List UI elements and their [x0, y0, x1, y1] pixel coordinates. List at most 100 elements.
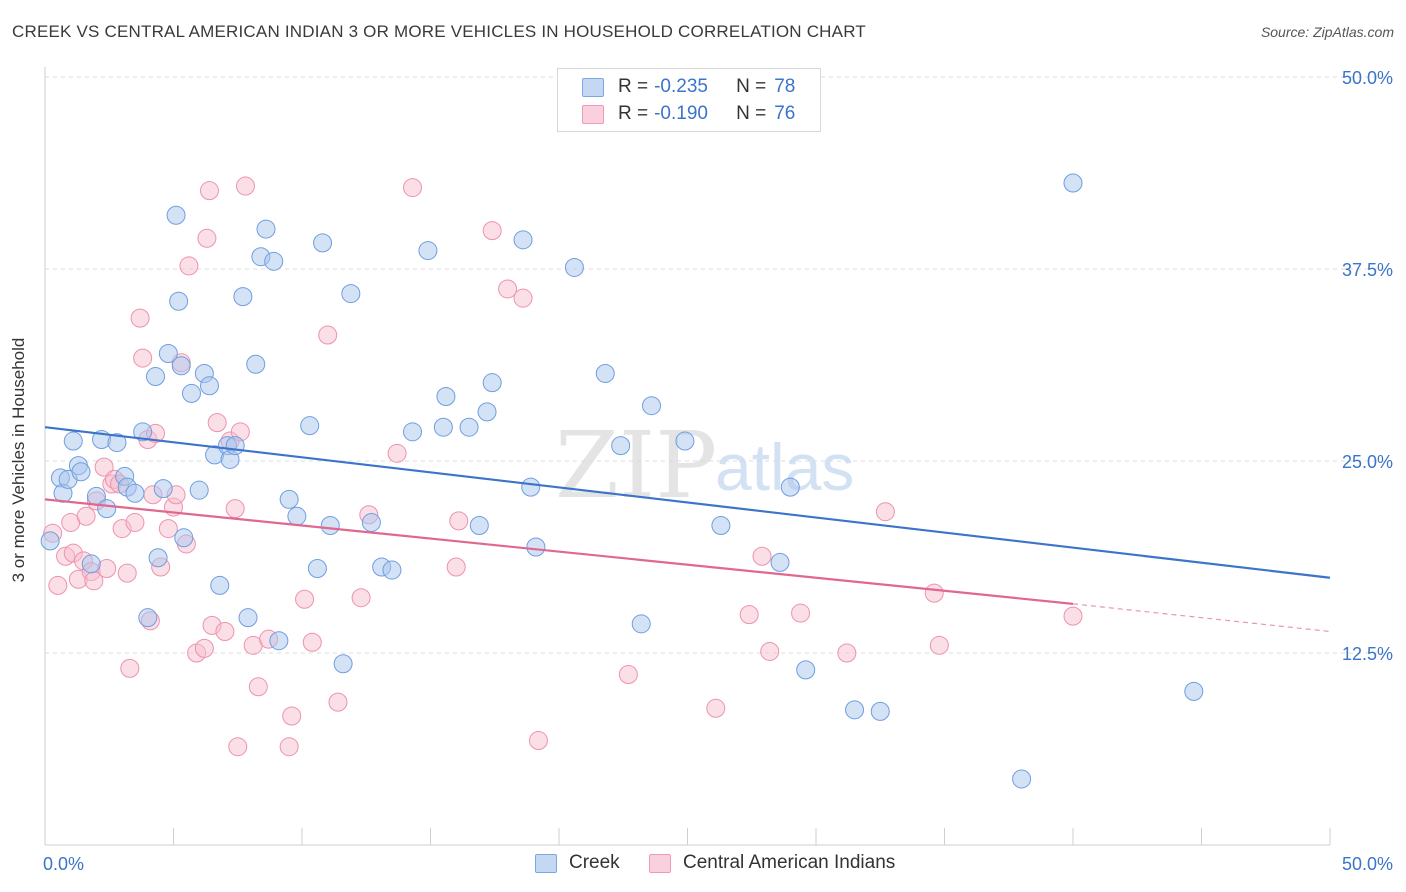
point-central-american-indians	[125, 512, 145, 532]
point-central-american-indians	[791, 603, 811, 623]
point-creek	[287, 506, 307, 526]
point-creek	[225, 436, 245, 456]
point-creek	[361, 512, 381, 532]
n-label: N =	[736, 76, 767, 97]
point-creek	[526, 537, 546, 557]
point-creek	[870, 701, 890, 721]
x-tick-label: 0.0%	[43, 854, 84, 874]
point-creek	[171, 356, 191, 376]
point-creek	[138, 608, 158, 628]
creek-swatch	[582, 77, 604, 97]
legend-item-creek[interactable]: Creek	[535, 852, 620, 874]
r-value: -0.235	[654, 76, 708, 97]
point-central-american-indians	[120, 658, 140, 678]
n-value: 78	[774, 76, 796, 97]
point-central-american-indians	[94, 457, 114, 477]
point-creek	[333, 654, 353, 674]
point-creek	[279, 489, 299, 509]
point-creek	[238, 608, 258, 628]
point-creek	[40, 531, 60, 551]
point-creek	[269, 631, 289, 651]
point-central-american-indians	[228, 737, 248, 757]
point-central-american-indians	[528, 731, 548, 751]
point-creek	[166, 205, 186, 225]
point-central-american-indians	[199, 181, 219, 201]
point-creek	[403, 422, 423, 442]
point-creek	[181, 383, 201, 403]
point-creek	[1184, 681, 1204, 701]
point-creek	[513, 230, 533, 250]
watermark-zip: ZIP	[555, 412, 717, 519]
cai-swatch	[649, 853, 671, 873]
point-creek	[264, 251, 284, 271]
legend-label-creek: Creek	[569, 852, 620, 873]
point-central-american-indians	[235, 176, 255, 196]
point-central-american-indians	[279, 737, 299, 757]
trend-central-american-indians-extension	[1072, 603, 1331, 633]
point-central-american-indians	[449, 511, 469, 531]
x-tick-label: 50.0%	[1342, 854, 1393, 874]
point-creek	[1012, 769, 1032, 789]
point-central-american-indians	[133, 348, 153, 368]
trend-creek	[44, 426, 1331, 579]
legend-row-cai: R = -0.190 N = 76	[582, 102, 795, 126]
point-creek	[81, 554, 101, 574]
point-creek	[482, 373, 502, 393]
point-central-american-indians	[446, 557, 466, 577]
point-central-american-indians	[498, 279, 518, 299]
point-creek	[71, 462, 91, 482]
point-creek	[233, 287, 253, 307]
point-central-american-indians	[282, 706, 302, 726]
point-central-american-indians	[302, 632, 322, 652]
point-central-american-indians	[739, 605, 759, 625]
point-creek	[146, 367, 166, 387]
point-creek	[320, 516, 340, 536]
point-creek	[675, 431, 695, 451]
trend-central-american-indians	[44, 498, 1074, 605]
point-creek	[564, 257, 584, 277]
point-creek	[477, 402, 497, 422]
point-central-american-indians	[248, 677, 268, 697]
point-creek	[631, 614, 651, 634]
point-creek	[174, 528, 194, 548]
point-central-american-indians	[194, 638, 214, 658]
point-central-american-indians	[207, 413, 227, 433]
point-creek	[158, 343, 178, 363]
point-creek	[711, 516, 731, 536]
point-central-american-indians	[179, 256, 199, 276]
point-central-american-indians	[197, 228, 217, 248]
point-central-american-indians	[318, 325, 338, 345]
point-creek	[97, 499, 117, 519]
point-creek	[796, 660, 816, 680]
point-creek	[300, 416, 320, 436]
point-creek	[382, 560, 402, 580]
point-central-american-indians	[117, 563, 137, 583]
point-central-american-indians	[706, 698, 726, 718]
n-value: 76	[774, 103, 796, 124]
series-legend: Creek Central American Indians	[0, 852, 1406, 878]
legend-item-cai[interactable]: Central American Indians	[649, 852, 895, 874]
creek-swatch	[535, 853, 557, 873]
point-central-american-indians	[215, 621, 235, 641]
point-creek	[469, 516, 489, 536]
point-creek	[313, 233, 333, 253]
point-central-american-indians	[158, 519, 178, 539]
point-central-american-indians	[351, 588, 371, 608]
point-creek	[169, 291, 189, 311]
cai-swatch	[582, 104, 604, 124]
point-central-american-indians	[875, 502, 895, 522]
point-central-american-indians	[837, 643, 857, 663]
point-central-american-indians	[929, 635, 949, 655]
point-creek	[436, 386, 456, 406]
point-creek	[459, 417, 479, 437]
point-creek	[433, 417, 453, 437]
n-label: N =	[736, 103, 767, 124]
point-creek	[125, 483, 145, 503]
point-creek	[611, 436, 631, 456]
point-creek	[148, 548, 168, 568]
stats-legend: R = -0.235 N = 78 R = -0.190 N = 76	[557, 68, 821, 132]
point-creek	[307, 559, 327, 579]
point-central-american-indians	[225, 499, 245, 519]
point-central-american-indians	[130, 308, 150, 328]
